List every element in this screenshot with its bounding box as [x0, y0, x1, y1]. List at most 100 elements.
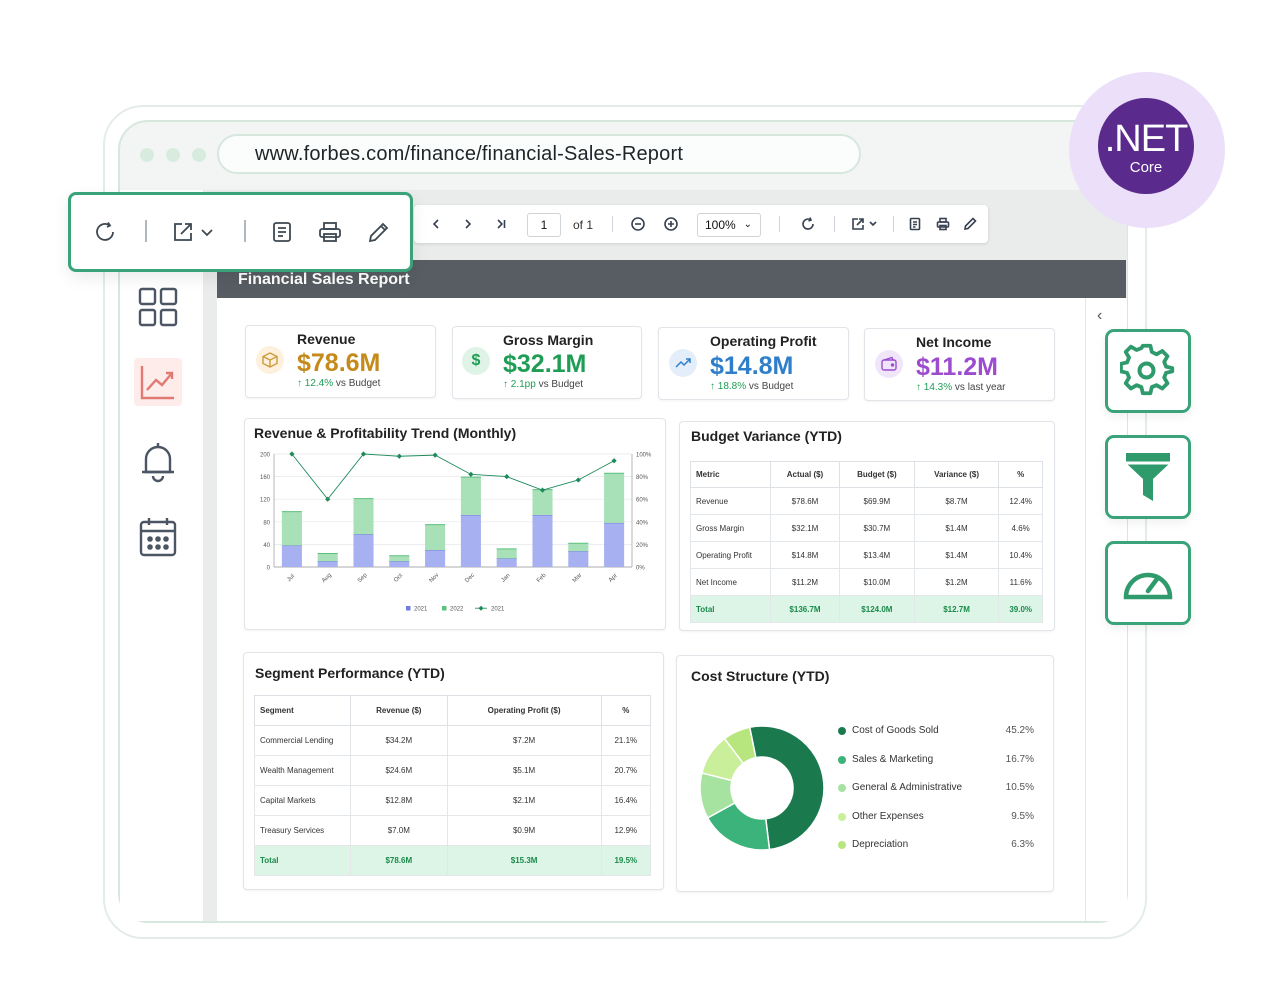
column-header: Segment	[254, 695, 351, 726]
share-dropdown-icon[interactable]	[170, 195, 218, 269]
settings-button[interactable]	[1105, 329, 1191, 413]
legend-swatch	[406, 606, 411, 611]
calendar-icon[interactable]	[136, 515, 180, 559]
column-header: Variance ($)	[913, 461, 1000, 488]
wallet-icon	[875, 350, 903, 378]
dashboard-button[interactable]	[1105, 541, 1191, 625]
column-header: %	[600, 695, 652, 726]
table-cell: Net Income	[690, 568, 771, 596]
segment-performance-title: Segment Performance (YTD)	[255, 665, 445, 681]
kpi-title: Gross Margin	[503, 332, 594, 348]
page-count: of 1	[573, 218, 594, 232]
table-cell: Total	[254, 845, 351, 876]
trend-chart: 0 40 80 120 160 200 0% 20% 40% 60% 80% 100% Jul Aug Se…	[260, 451, 652, 613]
x-tick-label: Mar	[572, 573, 584, 585]
legend-swatch	[838, 812, 846, 821]
legend-value: 6.3%	[1011, 839, 1034, 850]
thumbnails-icon[interactable]	[136, 285, 180, 329]
prev-page-icon[interactable]	[426, 205, 446, 243]
table-row: Operating Profit $14.8M $13.4M $1.4M 10.4%	[690, 541, 1043, 569]
table-cell: $7.2M	[446, 725, 602, 756]
window-dot-close[interactable]	[140, 148, 154, 162]
x-tick-label: Aug	[321, 572, 333, 584]
column-header: Actual ($)	[770, 461, 840, 488]
bar	[604, 473, 625, 523]
window-dot-maximize[interactable]	[192, 148, 206, 162]
donut-slice	[723, 726, 757, 765]
legend-label: Sales & Marketing	[852, 753, 934, 765]
kpi-value: $32.1M	[503, 350, 587, 378]
last-page-icon[interactable]	[491, 205, 511, 243]
toolbar-divider	[612, 216, 613, 232]
document-notes-icon[interactable]	[267, 195, 297, 269]
trend-chart-title: Revenue & Profitability Trend (Monthly)	[254, 425, 517, 441]
table-cell: 12.4%	[998, 487, 1043, 515]
zoom-select[interactable]: 100% ⌄	[697, 213, 761, 237]
annotations-icon[interactable]	[905, 205, 925, 243]
bar	[496, 558, 517, 567]
y-tick-label: 40	[263, 543, 270, 549]
filter-button[interactable]	[1105, 435, 1191, 519]
kpi-delta: ↑ 12.4% vs Budget	[297, 378, 381, 389]
export-icon[interactable]	[849, 205, 881, 243]
toolbar-divider	[779, 216, 780, 232]
pencil-icon[interactable]	[960, 205, 980, 243]
column-header: %	[998, 461, 1043, 488]
bar	[460, 477, 481, 516]
table-cell: 19.5%	[600, 845, 652, 876]
print-icon[interactable]	[933, 205, 953, 243]
zoom-in-icon[interactable]	[661, 205, 681, 243]
legend-swatch	[838, 841, 846, 849]
toolbar-divider	[893, 216, 894, 232]
next-page-icon[interactable]	[458, 205, 478, 243]
table-cell: $136.7M	[770, 595, 840, 623]
table-cell: $1.4M	[913, 514, 1000, 542]
table-cell: $34.2M	[350, 725, 448, 756]
column-header: Budget ($)	[839, 461, 915, 488]
table-cell: $5.1M	[446, 755, 602, 786]
table-cell: Wealth Management	[254, 755, 351, 786]
table-cell: Capital Markets	[254, 785, 351, 816]
table-cell: $1.4M	[913, 541, 1000, 569]
zoom-out-icon[interactable]	[628, 205, 648, 243]
print-icon[interactable]	[314, 195, 346, 269]
table-cell: $12.7M	[913, 595, 1000, 623]
bar	[353, 534, 374, 567]
table-cell: $2.1M	[446, 785, 602, 816]
y2-tick-label: 20%	[636, 543, 649, 549]
window-dot-minimize[interactable]	[166, 148, 180, 162]
refresh-icon[interactable]	[88, 195, 122, 269]
line-point	[396, 453, 402, 459]
table-cell: Gross Margin	[690, 514, 771, 542]
bar	[353, 498, 374, 535]
legend-label: Depreciation	[852, 839, 909, 850]
x-tick-label: Apr	[608, 573, 619, 584]
table-cell: $11.2M	[770, 568, 840, 596]
bar	[496, 548, 517, 559]
rotate-icon[interactable]	[798, 205, 818, 243]
line-point	[468, 471, 474, 477]
address-bar[interactable]: www.forbes.com/finance/financial-Sales-R…	[217, 134, 861, 174]
speedometer-icon	[1123, 572, 1173, 600]
table-cell: 4.6%	[998, 514, 1043, 542]
bell-icon[interactable]	[136, 438, 180, 484]
cost-structure-card	[676, 655, 1054, 892]
chevron-left-icon[interactable]: ‹	[1097, 307, 1103, 324]
table-row: Commercial Lending $34.2M $7.2M 21.1%	[254, 725, 652, 756]
y-tick-label: 0	[267, 566, 271, 572]
table-cell: $15.3M	[446, 845, 602, 876]
legend-value: 45.2%	[1005, 725, 1034, 736]
edit-pencil-icon[interactable]	[363, 195, 395, 269]
page-number-input[interactable]: 1	[527, 213, 561, 237]
kpi-value: $78.6M	[297, 349, 381, 377]
table-cell: $24.6M	[350, 755, 448, 786]
table-cell: $7.0M	[350, 815, 448, 846]
kpi-delta: ↑ 2.1pp vs Budget	[503, 379, 584, 390]
bar	[568, 551, 589, 567]
table-total-row: Total $78.6M $15.3M 19.5%	[254, 845, 652, 876]
bar	[460, 515, 481, 567]
kpi-value: $11.2M	[916, 353, 999, 381]
zoom-value: 100%	[705, 218, 736, 232]
legend-label: Cost of Goods Sold	[852, 725, 939, 736]
analytics-icon[interactable]	[134, 358, 182, 406]
